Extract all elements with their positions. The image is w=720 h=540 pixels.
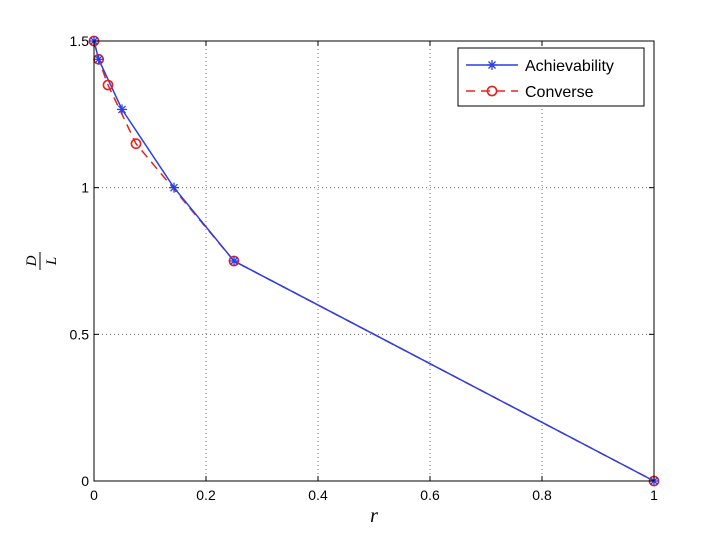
data-point-converse bbox=[102, 79, 114, 91]
data-point-achievability bbox=[229, 256, 239, 266]
legend-entry-achievability: Achievability bbox=[466, 58, 614, 75]
y-axis-label-numerator: D bbox=[24, 255, 40, 267]
x-tick-label: 0.4 bbox=[308, 487, 328, 503]
axis-ticks: 0 0.2 0.4 0.6 0.8 1 0 0.5 1 1.5 bbox=[70, 33, 659, 503]
legend-label-achievability: Achievability bbox=[525, 58, 614, 75]
legend-marker-glyph bbox=[487, 60, 497, 70]
data-point-converse bbox=[130, 138, 142, 150]
y-axis-label: D L bbox=[24, 252, 60, 270]
data-point-achievability bbox=[169, 182, 180, 193]
data-point-achievability bbox=[93, 54, 104, 65]
y-tick-label: 1 bbox=[81, 180, 89, 196]
legend-marker-achievability bbox=[487, 60, 497, 70]
legend-marker-converse bbox=[486, 85, 498, 97]
series-line-achievability bbox=[93, 40, 655, 482]
legend-entry-converse: Converse bbox=[466, 84, 594, 101]
legend-marker-glyph bbox=[486, 85, 498, 97]
legend-box bbox=[457, 47, 645, 107]
y-tick-label: 0 bbox=[81, 473, 89, 489]
y-tick-label: 0.5 bbox=[70, 326, 90, 342]
x-tick-label: 0.8 bbox=[532, 487, 552, 503]
legend-label-converse: Converse bbox=[525, 84, 594, 101]
series-achievability bbox=[93, 40, 655, 482]
x-axis-label: r bbox=[370, 505, 378, 527]
plot-frame bbox=[93, 40, 655, 482]
data-point-achievability bbox=[117, 104, 127, 115]
plot-background bbox=[94, 41, 654, 481]
y-axis-label-denominator: L bbox=[44, 257, 60, 266]
x-tick-label: 0 bbox=[90, 487, 98, 503]
legend: Achievability Converse bbox=[457, 47, 645, 107]
x-tick-label: 1 bbox=[650, 487, 658, 503]
y-tick-label: 1.5 bbox=[70, 33, 90, 49]
x-tick-label: 0.2 bbox=[196, 487, 216, 503]
x-tick-label: 0.6 bbox=[420, 487, 440, 503]
